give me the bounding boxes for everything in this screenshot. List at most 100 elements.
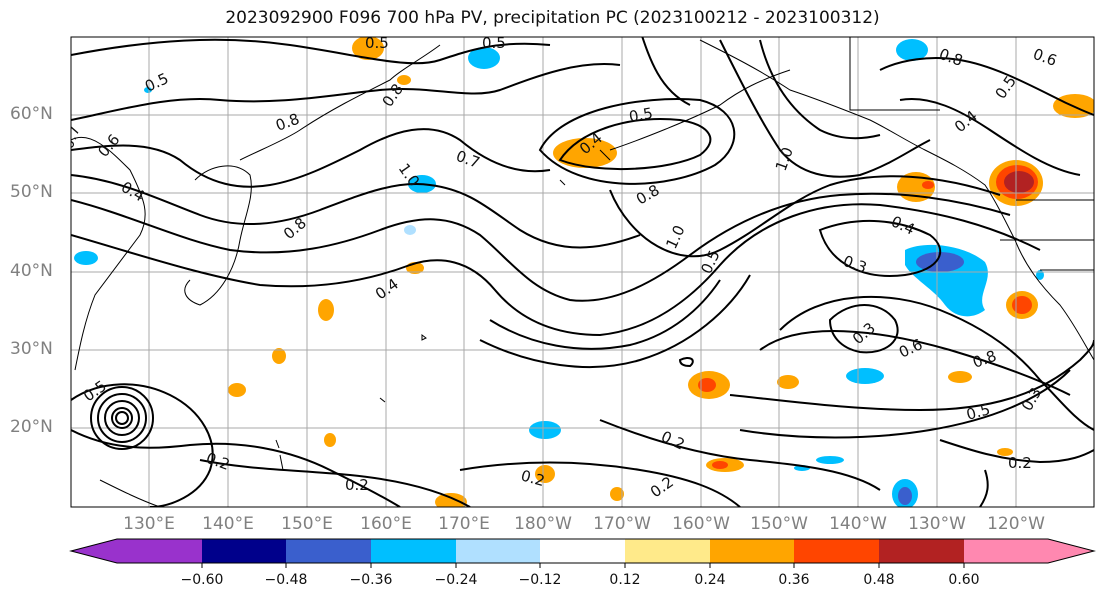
coastline-north-america bbox=[699, 39, 1094, 361]
pv-contour-closed bbox=[538, 98, 736, 185]
pv-contour-line bbox=[71, 174, 641, 249]
colorbar-swatch bbox=[794, 539, 879, 563]
precip-negative-patch bbox=[529, 421, 561, 439]
lon-label: 120°W bbox=[987, 514, 1045, 534]
lon-label: 140°E bbox=[202, 514, 254, 534]
precip-positive-patch bbox=[997, 448, 1013, 456]
border-alaska bbox=[849, 37, 940, 111]
pv-contour-line bbox=[71, 63, 621, 121]
lon-label: 150°W bbox=[750, 514, 808, 534]
colorbar-extend-high bbox=[1048, 539, 1094, 563]
coastline-japan bbox=[184, 165, 252, 306]
colorbar-tick-marks bbox=[201, 563, 965, 568]
typhoon-contour-ring bbox=[104, 400, 140, 436]
precip-positive-patch bbox=[610, 487, 624, 501]
colorbar-swatch bbox=[456, 539, 540, 563]
pv-contour-line bbox=[979, 469, 989, 507]
pv-contour-line bbox=[899, 98, 1081, 176]
precip-positive-patch bbox=[777, 375, 799, 389]
pv-contour-line bbox=[641, 37, 691, 106]
colorbar-swatch bbox=[540, 539, 625, 563]
precip-negative-patch bbox=[846, 368, 884, 384]
contour-label: 0.2 bbox=[1008, 454, 1032, 472]
colorbar-tick-label: −0.48 bbox=[264, 572, 308, 588]
colorbar-tick-label: −0.60 bbox=[180, 572, 224, 588]
precip-positive-patch bbox=[352, 37, 384, 60]
colorbar-tick-label: 0.48 bbox=[863, 572, 895, 588]
contour-label: 0.5 bbox=[365, 34, 389, 52]
coastline-kamchatka-kuril bbox=[239, 44, 441, 161]
precip-positive-patch bbox=[948, 371, 972, 383]
typhoon-contour-ring bbox=[111, 407, 133, 429]
typhoon-contours bbox=[90, 386, 154, 450]
precip-positive-patch bbox=[318, 299, 334, 321]
pv-contour-line bbox=[879, 57, 1094, 116]
colorbar-tick-label: 0.12 bbox=[609, 572, 641, 588]
colorbar-tick-label: 0.60 bbox=[948, 572, 980, 588]
precip-positive-patch bbox=[553, 138, 617, 168]
coastline-islands bbox=[559, 149, 611, 186]
precip-strong-positive-patch bbox=[712, 461, 728, 469]
colorbar-swatch bbox=[879, 539, 964, 563]
pv-contour-line bbox=[759, 330, 1071, 396]
colorbar-tick-label: 0.36 bbox=[778, 572, 810, 588]
pv-contour-closed bbox=[828, 304, 899, 354]
precip-negative-patch bbox=[468, 47, 500, 69]
lat-label-60n: 60°N bbox=[10, 104, 53, 124]
map-frame bbox=[70, 36, 1095, 508]
precip-very-strong-positive-patch bbox=[1004, 171, 1034, 193]
colorbar-swatch bbox=[202, 539, 286, 563]
precip-negative-patch bbox=[144, 87, 152, 93]
contour-label: 0.2 bbox=[345, 476, 369, 494]
pv-contour-closed bbox=[818, 220, 942, 277]
pv-contour-line bbox=[479, 274, 751, 369]
map-title: 2023092900 F096 700 hPa PV, precipitatio… bbox=[225, 8, 880, 28]
colorbar-tick-label: −0.24 bbox=[434, 572, 478, 588]
contour-label: 0.2 bbox=[519, 466, 547, 490]
pv-contour-line bbox=[459, 461, 741, 507]
colorbar-swatch bbox=[625, 539, 710, 563]
pv-contour-line bbox=[71, 128, 551, 188]
precip-negative-patch bbox=[74, 251, 98, 265]
colorbar-extend-low bbox=[71, 539, 117, 563]
pv-contour-closed bbox=[558, 118, 712, 171]
colorbar-swatch bbox=[286, 539, 371, 563]
colorbar-swatch bbox=[371, 539, 456, 563]
colorbar-swatch bbox=[964, 539, 1048, 563]
coastline-islands bbox=[275, 439, 284, 471]
pv-contour-line bbox=[489, 279, 721, 350]
typhoon-contour-ring bbox=[90, 386, 154, 450]
lon-label: 160°W bbox=[672, 514, 730, 534]
pv-contour-line bbox=[939, 439, 1094, 464]
pv-contour-line bbox=[71, 203, 1041, 337]
pv-contour-line bbox=[609, 175, 1001, 258]
precip-positive-patch bbox=[397, 75, 411, 85]
lon-label: 170°W bbox=[593, 514, 651, 534]
lon-label: 170°E bbox=[438, 514, 490, 534]
pv-contour-line bbox=[759, 39, 881, 140]
pv-contour-line bbox=[739, 369, 1071, 439]
coastline-aleutians bbox=[609, 69, 791, 151]
lon-label: 180°W bbox=[514, 514, 572, 534]
lat-label-40n: 40°N bbox=[10, 261, 53, 281]
colorbar-tick-label: −0.12 bbox=[518, 572, 562, 588]
colorbar-outline bbox=[69, 538, 1096, 564]
precip-positive-patch bbox=[272, 348, 286, 364]
contour-label: 0.5 bbox=[628, 104, 655, 126]
precip-strong-positive-patch bbox=[922, 181, 934, 189]
precip-positive-patch bbox=[324, 433, 336, 447]
precip-positive-patch bbox=[435, 493, 467, 507]
pv-contour-line bbox=[719, 39, 931, 178]
precip-negative-patch bbox=[896, 39, 928, 61]
lon-label: 130°E bbox=[123, 514, 175, 534]
coastline-asia bbox=[71, 136, 146, 371]
precip-negative-patch bbox=[816, 456, 844, 464]
colorbar-swatch bbox=[710, 539, 794, 563]
precip-positive-patch bbox=[228, 383, 246, 397]
pv-contours bbox=[71, 37, 1094, 507]
pv-contour-line bbox=[199, 459, 471, 507]
coastlines bbox=[71, 37, 1094, 507]
pv-contour-line bbox=[729, 339, 1094, 412]
lon-label: 130°W bbox=[908, 514, 966, 534]
